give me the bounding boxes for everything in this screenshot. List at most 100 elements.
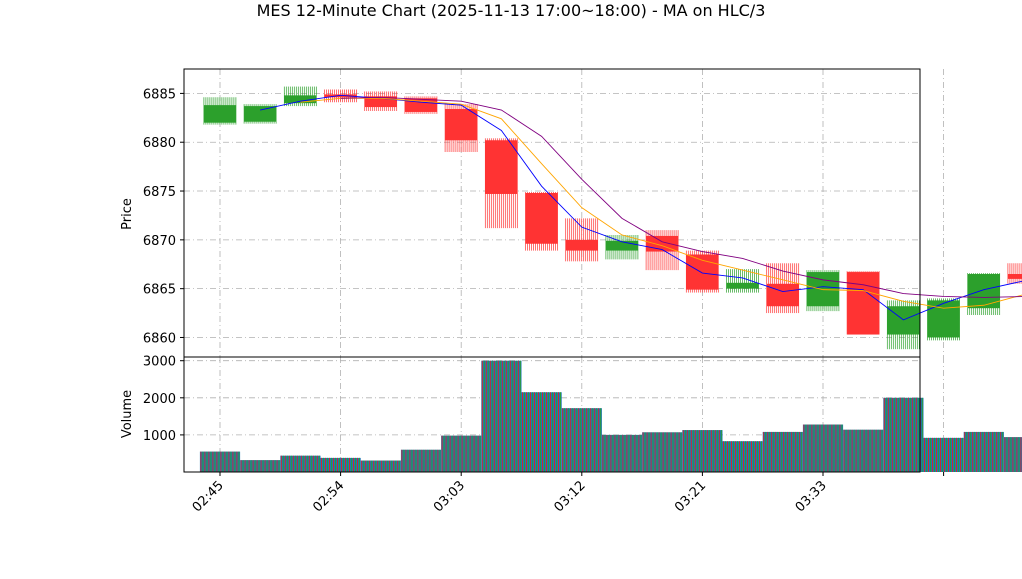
candle <box>525 192 558 251</box>
price-y-axis-label: Price <box>120 198 135 230</box>
candle-body <box>244 106 277 122</box>
candle <box>967 273 1001 316</box>
candle-body <box>1007 274 1022 279</box>
price-y-tick-label: 6885 <box>143 87 176 102</box>
candle <box>927 298 960 341</box>
candle <box>444 104 478 152</box>
ma-lines <box>260 94 1022 321</box>
volume-bar <box>360 460 401 472</box>
price-y-tick-label: 6875 <box>143 185 176 200</box>
candle <box>645 230 679 271</box>
ma-line-2 <box>300 97 1022 309</box>
candle-body <box>766 283 799 307</box>
candle <box>846 271 880 335</box>
volume-bar-fill <box>843 429 884 472</box>
candle <box>886 300 920 350</box>
price-grid <box>184 69 944 357</box>
volume-bar-fill <box>199 451 241 472</box>
candle-body <box>726 282 759 289</box>
volume-bar <box>441 435 482 472</box>
volume-bar <box>883 397 924 472</box>
candle <box>364 91 398 111</box>
candle <box>484 138 518 229</box>
candle <box>766 263 800 314</box>
x-tick-label: 03:21 <box>672 478 709 515</box>
volume-y-tick-label: 1000 <box>143 429 176 444</box>
price-y-tick-label: 6870 <box>143 234 176 249</box>
volume-y-tick-label: 2000 <box>143 392 176 407</box>
volume-bar-fill <box>722 441 763 472</box>
x-tick-label: 02:45 <box>190 478 227 515</box>
volume-bar-fill <box>802 424 844 472</box>
volume-bar <box>400 449 442 472</box>
volume-bar <box>481 360 522 472</box>
candle <box>243 104 277 124</box>
price-y-tick-label: 6880 <box>143 136 176 151</box>
price-y-tick-label: 6860 <box>143 331 176 346</box>
candle <box>685 250 719 293</box>
volume-bar <box>601 434 643 472</box>
candle-body <box>565 239 598 251</box>
volume-bar <box>240 460 281 472</box>
volume-bar-fill <box>441 435 482 472</box>
price-y-tick-label: 6865 <box>143 283 176 298</box>
x-tick-label: 02:54 <box>310 478 347 515</box>
candle-body <box>525 192 558 244</box>
volume-y-tick-label: 3000 <box>143 355 176 370</box>
x-tick-label: 03:33 <box>793 478 830 515</box>
chart-title: MES 12-Minute Chart (2025-11-13 17:00~18… <box>257 1 766 20</box>
volume-y-axis-label: Volume <box>120 390 135 438</box>
volume-bar-fill <box>360 460 401 472</box>
candle-body <box>485 140 518 194</box>
x-tick-label: 03:03 <box>431 478 468 515</box>
candle-body <box>967 274 1000 309</box>
candle-body <box>686 254 719 290</box>
candle <box>203 97 237 125</box>
price-marks <box>203 86 1022 350</box>
volume-bar <box>802 424 844 472</box>
volume-panel-frame <box>183 356 921 473</box>
volume-bar-fill <box>642 432 683 472</box>
volume-bar <box>320 457 361 472</box>
candle-body <box>605 240 639 251</box>
candle-body <box>364 96 397 108</box>
volume-bar-fill <box>883 397 924 472</box>
ma-line-3 <box>340 96 1022 298</box>
volume-bar-fill <box>240 460 281 472</box>
volume-bar-fill <box>762 431 803 472</box>
volume-bar-fill <box>280 455 321 472</box>
candle-body <box>445 109 478 141</box>
volume-bar <box>1003 437 1022 472</box>
volume-bar-fill <box>400 449 442 472</box>
volume-marks <box>199 360 1022 472</box>
volume-bar-fill <box>521 392 562 472</box>
candle <box>565 218 599 262</box>
volume-bar <box>722 441 763 472</box>
volume-bar <box>561 408 602 472</box>
volume-bar <box>199 451 241 472</box>
x-axis-ticks: 02:45 02:54 03:03 03:12 03:21 03:33 <box>190 472 945 515</box>
candle-body <box>324 94 357 98</box>
volume-bar <box>280 455 321 472</box>
x-tick-label: 03:12 <box>552 478 589 515</box>
candle-body <box>284 95 317 104</box>
price-y-ticks: 6860 6865 6870 6875 6880 6885 <box>143 87 184 346</box>
candle-body <box>847 272 880 335</box>
volume-bar-fill <box>963 431 1004 472</box>
candle-body <box>203 105 237 123</box>
volume-bar-fill <box>481 360 522 472</box>
candle <box>283 86 317 107</box>
volume-bar-fill <box>320 457 361 472</box>
volume-bar-fill <box>601 434 643 472</box>
candle <box>605 234 639 260</box>
volume-bar <box>521 392 562 472</box>
volume-bar-fill <box>682 430 723 472</box>
volume-bar <box>923 437 964 472</box>
volume-bar-fill <box>561 408 602 472</box>
volume-bar <box>682 430 723 472</box>
candle <box>806 270 840 312</box>
candle-body <box>887 306 920 335</box>
candle <box>1007 263 1022 284</box>
